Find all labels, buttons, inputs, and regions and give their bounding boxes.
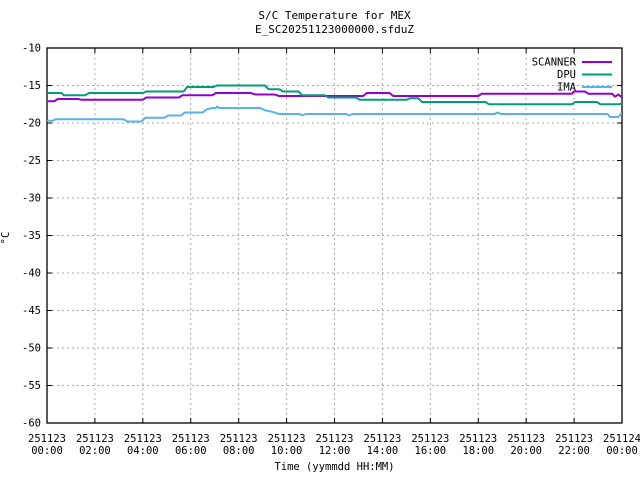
- chart-subtitle: E_SC20251123000000.sfduZ: [255, 23, 414, 36]
- y-tick-label: -10: [22, 43, 41, 55]
- y-tick-label: -40: [22, 268, 41, 280]
- x-tick-label-date: 251123: [220, 433, 258, 445]
- x-tick-label-date: 251123: [28, 433, 66, 445]
- y-tick-label: -60: [22, 418, 41, 430]
- y-tick-label: -55: [22, 380, 41, 392]
- x-tick-label-date: 251123: [268, 433, 306, 445]
- series-line-ima: [47, 105, 622, 123]
- x-tick-label-time: 14:00: [367, 445, 399, 457]
- y-tick-label: -30: [22, 193, 41, 205]
- x-tick-label-time: 12:00: [319, 445, 351, 457]
- x-axis-label: Time (yymmdd HH:MM): [274, 461, 395, 473]
- x-tick-label-date: 251124: [603, 433, 640, 445]
- x-tick-label-time: 00:00: [31, 445, 63, 457]
- y-axis-label: °C: [0, 231, 12, 245]
- y-tick-label: -35: [22, 230, 41, 242]
- x-tick-label-time: 22:00: [558, 445, 590, 457]
- y-tick-label: -15: [22, 80, 41, 92]
- x-tick-label-date: 251123: [172, 433, 210, 445]
- x-tick-label-time: 16:00: [415, 445, 447, 457]
- x-tick-label-time: 10:00: [271, 445, 303, 457]
- x-tick-label-time: 02:00: [79, 445, 111, 457]
- x-tick-label-time: 20:00: [510, 445, 542, 457]
- series-line-scanner: [47, 90, 623, 103]
- y-tick-label: -50: [22, 343, 41, 355]
- y-tick-label: -45: [22, 305, 41, 317]
- x-tick-label-date: 251123: [124, 433, 162, 445]
- x-tick-label-date: 251123: [555, 433, 593, 445]
- x-tick-label-date: 251123: [363, 433, 401, 445]
- x-tick-label-time: 04:00: [127, 445, 159, 457]
- chart-title: S/C Temperature for MEX: [258, 9, 411, 22]
- x-tick-label-date: 251123: [316, 433, 354, 445]
- legend-label-ima: IMA: [557, 82, 577, 94]
- x-tick-label-time: 00:00: [606, 445, 638, 457]
- x-tick-label-time: 08:00: [223, 445, 255, 457]
- x-tick-label-date: 251123: [411, 433, 449, 445]
- x-tick-label-date: 251123: [459, 433, 497, 445]
- x-tick-label-date: 251123: [507, 433, 545, 445]
- legend-label-dpu: DPU: [557, 69, 576, 81]
- x-tick-label-date: 251123: [76, 433, 114, 445]
- series-line-dpu: [47, 84, 623, 106]
- y-tick-label: -20: [22, 118, 41, 130]
- x-tick-label-time: 06:00: [175, 445, 207, 457]
- legend-label-scanner: SCANNER: [532, 57, 577, 69]
- x-tick-label-time: 18:00: [462, 445, 494, 457]
- plot-border: [46, 47, 623, 424]
- y-tick-label: -25: [22, 155, 41, 167]
